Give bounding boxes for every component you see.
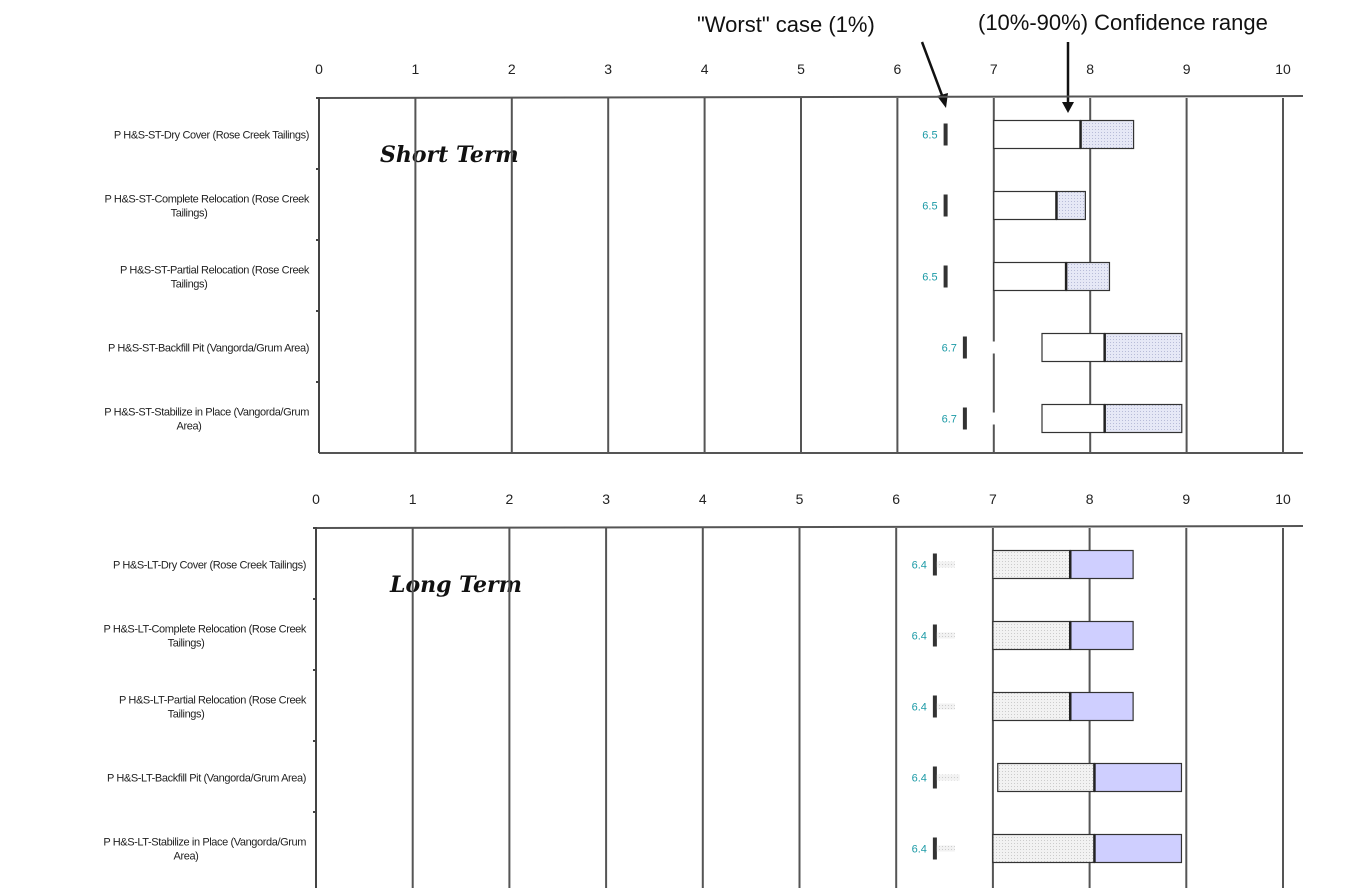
worst-case-value: 6.4 — [912, 560, 927, 572]
category-label: P H&S-LT-Dry Cover (Rose Creek Tailings) — [113, 560, 306, 572]
category-label: P H&S-LT-Complete Relocation (Rose Creek — [104, 624, 307, 636]
worst-case-marker — [943, 194, 948, 217]
panel-title: Long Term — [389, 572, 522, 598]
whisker — [936, 632, 955, 639]
worst-case-marker — [943, 123, 948, 146]
plot-top-border — [315, 525, 1304, 529]
worst-case-marker — [962, 407, 967, 430]
short-term-panel: Short Term 0 1 2 3 4 5 6 7 8 9 10 P H&S-ST-Dry Cove… — [104, 61, 1304, 454]
x-tick-label: 1 — [412, 61, 420, 77]
category-label: Area) — [177, 421, 202, 433]
category-label: P H&S-ST-Complete Relocation (Rose Creek — [105, 194, 310, 206]
category-label: P H&S-ST-Partial Relocation (Rose Creek — [120, 265, 310, 277]
x-tick-label: 4 — [701, 61, 709, 77]
x-tick-label: 7 — [990, 61, 998, 77]
worst-case-arrow — [920, 41, 948, 108]
category-label: Tailings) — [171, 279, 208, 291]
worst-case-value: 6.7 — [942, 414, 957, 426]
worst-case-value: 6.7 — [942, 343, 957, 355]
x-tick-label: 9 — [1182, 491, 1190, 507]
worst-case-value: 6.5 — [922, 272, 937, 284]
confidence-upper-bar — [1093, 762, 1183, 793]
category-label: P H&S-LT-Partial Relocation (Rose Creek — [119, 695, 307, 707]
confidence-upper-bar — [1079, 119, 1135, 150]
gridline-gap — [990, 341, 997, 354]
confidence-lower-bar — [997, 762, 1096, 793]
category-label: Area) — [174, 851, 199, 863]
confidence-upper-bar — [1104, 403, 1183, 434]
category-label: P H&S-LT-Stabilize in Place (Vangorda/Gr… — [103, 837, 306, 849]
x-tick-label: 4 — [699, 491, 707, 507]
x-tick-label: 6 — [892, 491, 900, 507]
worst-case-value: 6.4 — [912, 844, 927, 856]
x-tick-label: 0 — [315, 61, 323, 77]
worst-case-value: 6.4 — [912, 773, 927, 785]
whisker — [936, 845, 955, 852]
worst-case-value: 6.5 — [922, 201, 937, 213]
worst-case-annotation: "Worst" case (1%) — [697, 12, 875, 37]
category-label: Tailings) — [171, 208, 208, 220]
x-tick-label: 3 — [604, 61, 612, 77]
x-tick-label: 8 — [1086, 61, 1094, 77]
x-tick-label: 6 — [894, 61, 902, 77]
confidence-upper-bar — [1093, 833, 1183, 864]
worst-case-marker — [962, 336, 967, 359]
x-tick-label: 9 — [1183, 61, 1191, 77]
whisker — [936, 703, 955, 710]
category-label: P H&S-ST-Backfill Pit (Vangorda/Grum Are… — [108, 343, 309, 355]
x-tick-label: 8 — [1086, 491, 1094, 507]
category-label: P H&S-ST-Dry Cover (Rose Creek Tailings) — [114, 130, 309, 142]
x-tick-label: 3 — [602, 491, 610, 507]
confidence-lower-bar — [993, 119, 1082, 150]
worst-case-marker — [943, 265, 948, 288]
confidence-upper-bar — [1069, 691, 1134, 722]
x-tick-label: 10 — [1275, 491, 1291, 507]
long-term-panel: Long Term 0 1 2 3 4 5 6 7 8 9 10 P H&S-LT-Dry Cover… — [103, 491, 1304, 888]
x-tick-label: 7 — [989, 491, 997, 507]
gridline-gap — [990, 412, 997, 425]
worst-case-marker — [932, 695, 937, 718]
category-label: P H&S-ST-Stabilize in Place (Vangorda/Gr… — [104, 407, 309, 419]
confidence-upper-bar — [1069, 549, 1134, 580]
plot-top-border — [318, 95, 1304, 99]
worst-case-value: 6.5 — [922, 130, 937, 142]
worst-case-marker — [932, 766, 937, 789]
x-tick-label: 10 — [1275, 61, 1291, 77]
worst-case-marker — [932, 553, 937, 576]
x-tick-label: 0 — [312, 491, 320, 507]
confidence-lower-bar — [992, 833, 1096, 864]
confidence-lower-bar — [992, 691, 1071, 722]
worst-case-marker — [932, 624, 937, 647]
confidence-lower-bar — [993, 261, 1067, 292]
whisker — [936, 561, 955, 568]
confidence-lower-bar — [992, 620, 1071, 651]
confidence-lower-bar — [993, 190, 1058, 221]
confidence-upper-bar — [1065, 261, 1111, 292]
confidence-range-arrow — [1062, 42, 1074, 113]
worst-case-marker — [932, 837, 937, 860]
worst-case-value: 6.4 — [912, 631, 927, 643]
x-tick-label: 5 — [797, 61, 805, 77]
whisker — [936, 774, 960, 781]
confidence-upper-bar — [1069, 620, 1134, 651]
x-tick-label: 1 — [409, 491, 417, 507]
x-tick-label: 5 — [796, 491, 804, 507]
category-label: Tailings) — [168, 638, 205, 650]
confidence-upper-bar — [1055, 190, 1086, 221]
category-label: Tailings) — [168, 709, 205, 721]
confidence-range-annotation: (10%-90%) Confidence range — [978, 10, 1268, 35]
confidence-upper-bar — [1104, 332, 1183, 363]
x-tick-label: 2 — [506, 491, 514, 507]
x-tick-label: 2 — [508, 61, 516, 77]
confidence-lower-bar — [1041, 332, 1106, 363]
category-label: P H&S-LT-Backfill Pit (Vangorda/Grum Are… — [107, 773, 306, 785]
panel-title: Short Term — [380, 142, 519, 168]
worst-case-value: 6.4 — [912, 702, 927, 714]
confidence-lower-bar — [1041, 403, 1106, 434]
confidence-lower-bar — [992, 549, 1071, 580]
